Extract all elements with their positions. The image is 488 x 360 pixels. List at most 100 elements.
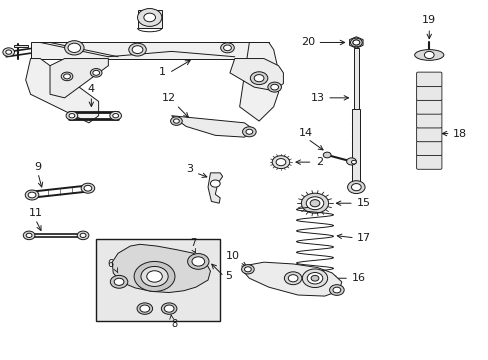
Text: 3: 3 <box>186 164 193 174</box>
Circle shape <box>250 72 267 85</box>
Circle shape <box>351 160 356 164</box>
Text: 6: 6 <box>107 259 113 269</box>
Circle shape <box>6 50 12 54</box>
Circle shape <box>267 82 281 92</box>
Circle shape <box>134 261 175 292</box>
Circle shape <box>81 183 95 193</box>
Text: 17: 17 <box>357 233 371 243</box>
Circle shape <box>132 46 142 54</box>
Circle shape <box>69 113 75 118</box>
FancyBboxPatch shape <box>416 141 441 156</box>
Circle shape <box>351 184 361 191</box>
Circle shape <box>192 257 204 266</box>
Text: 16: 16 <box>351 273 365 283</box>
Circle shape <box>93 70 100 75</box>
Circle shape <box>68 43 81 53</box>
Circle shape <box>128 43 146 56</box>
Circle shape <box>220 43 234 53</box>
Text: 19: 19 <box>421 15 435 25</box>
Polygon shape <box>239 42 278 121</box>
Polygon shape <box>349 37 362 48</box>
Circle shape <box>223 45 231 51</box>
Circle shape <box>244 267 251 272</box>
Circle shape <box>143 13 155 22</box>
Circle shape <box>301 193 328 213</box>
Polygon shape <box>229 59 283 91</box>
FancyBboxPatch shape <box>416 100 441 114</box>
FancyBboxPatch shape <box>416 86 441 100</box>
Circle shape <box>306 273 322 284</box>
Circle shape <box>305 197 323 210</box>
Circle shape <box>210 180 220 187</box>
Circle shape <box>173 119 179 123</box>
Circle shape <box>137 303 152 314</box>
Polygon shape <box>171 116 254 137</box>
Text: 12: 12 <box>162 93 176 103</box>
Text: 14: 14 <box>299 129 313 138</box>
Circle shape <box>347 181 365 194</box>
Polygon shape <box>112 244 210 293</box>
Circle shape <box>90 68 102 77</box>
Polygon shape <box>352 109 360 187</box>
Text: 20: 20 <box>300 37 314 48</box>
Circle shape <box>64 41 84 55</box>
Circle shape <box>170 117 182 125</box>
Circle shape <box>26 233 32 238</box>
Circle shape <box>110 275 127 288</box>
Circle shape <box>3 48 15 57</box>
Circle shape <box>284 272 301 285</box>
Text: 13: 13 <box>310 93 324 103</box>
FancyBboxPatch shape <box>416 72 441 87</box>
Circle shape <box>77 231 89 240</box>
Text: 5: 5 <box>224 271 232 282</box>
Circle shape <box>329 285 344 296</box>
Polygon shape <box>50 59 108 98</box>
Polygon shape <box>207 173 222 203</box>
Text: 15: 15 <box>356 198 369 208</box>
Circle shape <box>137 9 162 26</box>
Ellipse shape <box>414 50 443 60</box>
Circle shape <box>84 185 92 191</box>
Circle shape <box>25 190 39 200</box>
Circle shape <box>323 152 330 158</box>
Text: 1: 1 <box>158 67 165 77</box>
Circle shape <box>63 74 70 79</box>
Text: 4: 4 <box>88 85 95 94</box>
Circle shape <box>61 72 73 81</box>
Circle shape <box>309 200 319 207</box>
Circle shape <box>28 192 36 198</box>
Circle shape <box>310 275 318 281</box>
Polygon shape <box>26 59 99 123</box>
Circle shape <box>352 40 359 45</box>
Polygon shape <box>137 10 162 28</box>
Circle shape <box>287 275 297 282</box>
Polygon shape <box>30 42 268 59</box>
Circle shape <box>272 156 289 168</box>
Circle shape <box>110 111 121 120</box>
Polygon shape <box>242 262 341 296</box>
Circle shape <box>80 233 86 238</box>
Circle shape <box>241 265 254 274</box>
Polygon shape <box>14 45 28 47</box>
Circle shape <box>66 111 78 120</box>
Circle shape <box>141 266 168 287</box>
Circle shape <box>23 231 35 240</box>
Text: 18: 18 <box>452 129 466 139</box>
Circle shape <box>242 127 256 137</box>
Circle shape <box>270 84 278 90</box>
FancyBboxPatch shape <box>416 127 441 142</box>
Text: 10: 10 <box>225 251 239 261</box>
FancyBboxPatch shape <box>416 155 441 169</box>
Circle shape <box>254 75 264 82</box>
Circle shape <box>113 113 118 118</box>
Circle shape <box>146 271 162 282</box>
Circle shape <box>350 38 362 47</box>
Circle shape <box>187 253 208 269</box>
Circle shape <box>352 40 359 45</box>
Circle shape <box>245 129 252 134</box>
Circle shape <box>114 278 123 285</box>
Circle shape <box>276 158 285 166</box>
Polygon shape <box>353 48 358 109</box>
Circle shape <box>346 158 356 165</box>
Text: 7: 7 <box>190 238 196 248</box>
